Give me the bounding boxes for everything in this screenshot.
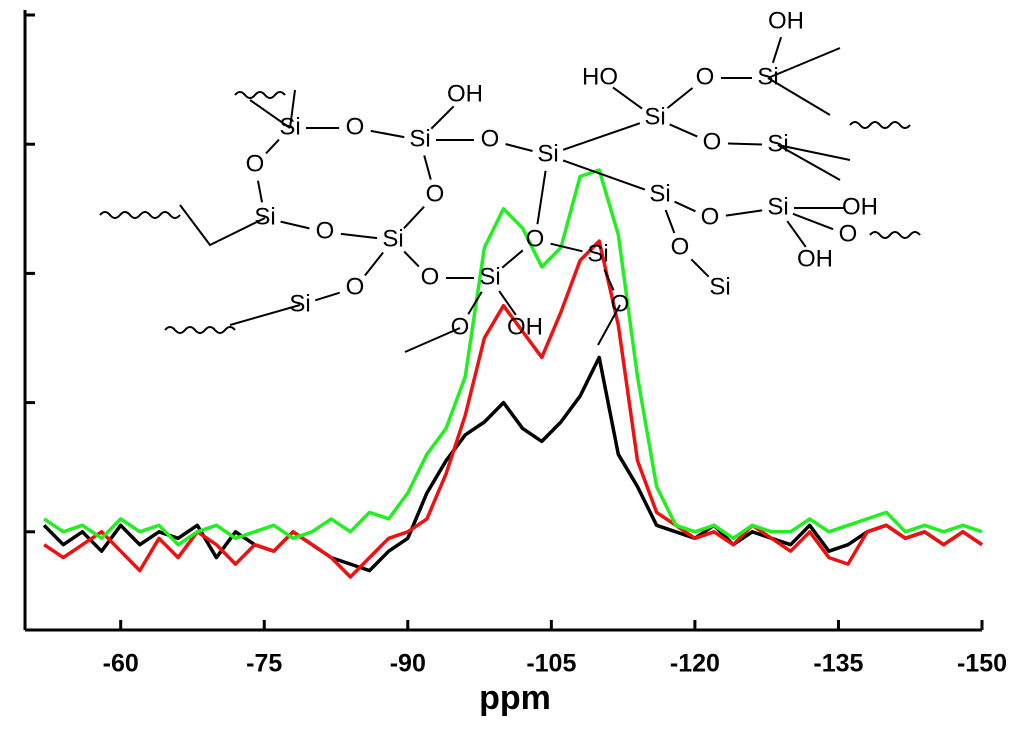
bond <box>265 138 280 155</box>
bond <box>403 206 425 229</box>
atom-label: O <box>671 233 690 260</box>
x-tick-label: -150 <box>957 650 1007 678</box>
bond <box>256 180 264 203</box>
bond <box>498 290 517 316</box>
atom-label: Si <box>409 125 430 152</box>
bond <box>370 129 405 139</box>
atom-label: Si <box>757 63 778 90</box>
bond <box>612 86 643 110</box>
bond <box>404 327 461 353</box>
atom-label: O <box>701 203 720 230</box>
bond <box>777 144 841 181</box>
atom-label: OH <box>447 80 483 107</box>
atom-label: O <box>316 217 335 244</box>
bond <box>536 170 547 225</box>
bond <box>314 291 341 302</box>
bond <box>669 123 698 138</box>
bond <box>550 242 583 253</box>
bond <box>786 220 807 248</box>
atom-label: OH <box>768 7 804 34</box>
x-tick-label: -105 <box>526 650 576 678</box>
atom-label: O <box>451 313 470 340</box>
bond <box>179 204 266 247</box>
x-tick-label: -75 <box>246 650 282 678</box>
atom-label: O <box>426 180 445 207</box>
atom-label: Si <box>254 203 275 230</box>
bond <box>430 105 455 130</box>
atom-label: O <box>526 225 545 252</box>
atom-label: Si <box>289 290 310 317</box>
bond <box>792 212 834 231</box>
bond <box>562 122 641 151</box>
atom-label: Si <box>279 113 300 140</box>
bond <box>289 89 296 129</box>
atom-label: Si <box>587 240 608 267</box>
atom-label: OH <box>797 245 833 272</box>
wavy-bond <box>869 231 921 239</box>
x-tick-label: -60 <box>103 650 139 678</box>
bond <box>562 159 646 191</box>
x-tick-label: -120 <box>670 650 720 678</box>
series-line <box>43 168 983 547</box>
atom-label: O <box>696 63 715 90</box>
bond <box>403 250 420 268</box>
wavy-bond <box>164 326 236 334</box>
atom-label: HO <box>582 63 618 90</box>
atom-label: O <box>421 263 440 290</box>
atom-label: Si <box>649 180 670 207</box>
atom-label: O <box>703 128 722 155</box>
bond <box>666 87 694 109</box>
atom-label: O <box>346 113 365 140</box>
x-tick-label: -135 <box>813 650 863 678</box>
bond <box>423 155 432 180</box>
bond <box>725 209 763 217</box>
atom-label: Si <box>479 263 500 290</box>
x-axis-title: ppm <box>479 679 551 717</box>
bond <box>777 144 851 161</box>
bond <box>767 77 831 116</box>
bond <box>364 251 384 277</box>
atom-label: Si <box>709 273 730 300</box>
bond <box>467 291 483 315</box>
bond <box>771 36 783 64</box>
bond <box>597 304 621 346</box>
atom-label: Si <box>767 193 788 220</box>
wavy-bond <box>849 121 911 129</box>
bond <box>674 200 696 213</box>
atom-label: O <box>246 150 265 177</box>
atom-label: O <box>481 125 500 152</box>
bond <box>603 269 615 291</box>
atom-label: OH <box>507 313 543 340</box>
atom-label: O <box>839 220 858 247</box>
bond <box>280 220 310 230</box>
x-tick-label: -90 <box>390 650 426 678</box>
bond <box>727 142 763 146</box>
bond <box>229 304 301 326</box>
atom-label: Si <box>644 103 665 130</box>
atom-label: O <box>611 290 630 317</box>
atom-label: Si <box>767 130 788 157</box>
wavy-bond <box>234 91 286 99</box>
bond <box>690 258 710 278</box>
bond <box>249 99 291 129</box>
atom-label: OH <box>842 193 878 220</box>
wavy-bond <box>99 211 181 219</box>
atom-label: Si <box>537 140 558 167</box>
atom-label: O <box>346 273 365 300</box>
bond <box>664 209 676 234</box>
atom-label: Si <box>382 225 403 252</box>
bond <box>501 249 524 269</box>
series-line <box>43 239 983 579</box>
bond <box>505 143 533 152</box>
bond <box>767 47 841 79</box>
bond <box>340 232 378 240</box>
